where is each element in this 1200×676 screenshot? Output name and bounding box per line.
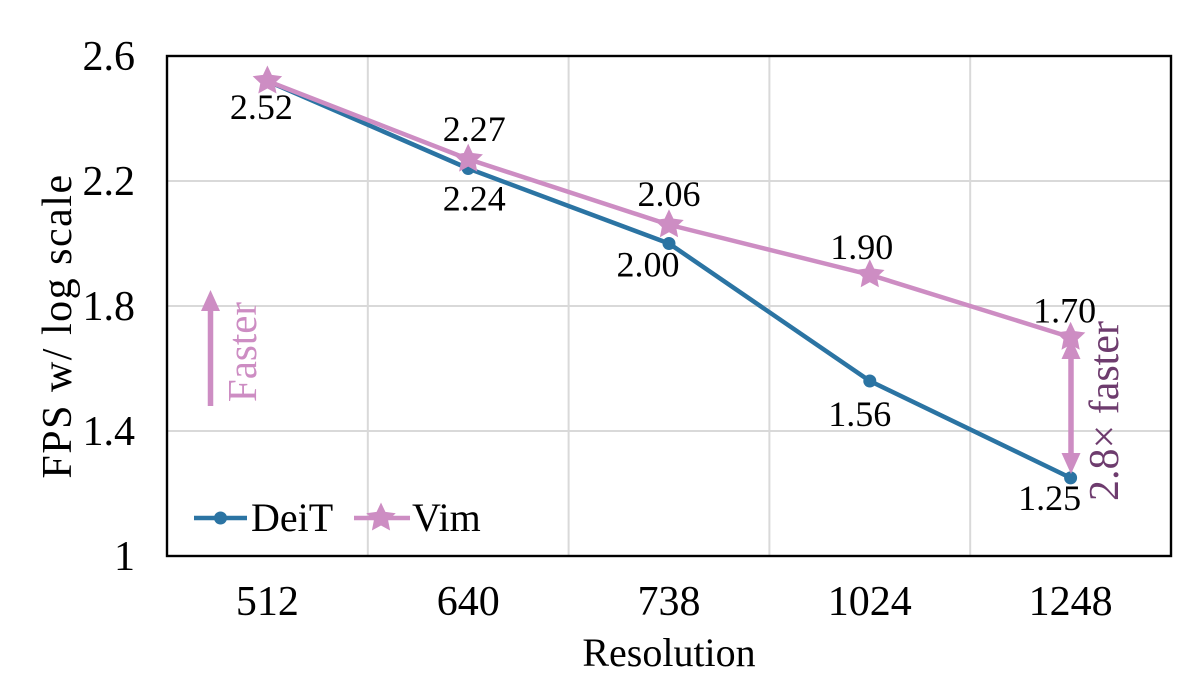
x-tick-label: 1024	[828, 579, 912, 625]
series-marker-vim	[453, 143, 483, 172]
y-tick-label: 2.2	[83, 159, 136, 205]
data-label-vim: 2.52	[230, 87, 293, 127]
series-marker-deit	[863, 374, 877, 388]
data-label-vim: 2.06	[638, 174, 701, 214]
annotation-text-speedup: 2.8× faster	[1082, 321, 1128, 501]
series-marker-vim	[1055, 321, 1086, 350]
series-marker-vim	[855, 259, 885, 288]
annotation-arrow-speedup	[1061, 338, 1081, 474]
legend-label-vim: Vim	[412, 495, 481, 540]
x-tick-label: 512	[236, 579, 299, 625]
plot-border	[165, 54, 1173, 558]
y-tick-label: 1	[114, 534, 135, 580]
legend-marker-deit	[214, 511, 227, 525]
data-label-deit: 1.56	[828, 394, 891, 434]
annotation-text-faster: Faster	[219, 302, 265, 403]
series-marker-vim	[654, 209, 684, 238]
data-label-deit: 1.25	[1018, 478, 1081, 518]
x-tick-label: 640	[437, 579, 500, 625]
y-tick-label: 1.8	[83, 284, 136, 330]
data-label-vim: 2.27	[443, 109, 506, 149]
data-label-deit: 2.24	[443, 179, 506, 219]
data-label-vim: 1.90	[830, 227, 893, 267]
series-marker-deit	[1064, 471, 1078, 485]
data-label-deit: 2.00	[617, 245, 680, 285]
legend-marker-vim	[366, 502, 396, 531]
series-marker-deit	[662, 237, 676, 250]
y-tick-label: 2.6	[83, 34, 136, 80]
legend: DeiT Vim	[194, 495, 481, 540]
x-axis-title: Resolution	[582, 630, 756, 675]
data-label-vim: 1.70	[1033, 290, 1096, 330]
y-tick-label: 1.4	[83, 409, 136, 455]
y-axis-title: FPS w/ log scale	[35, 173, 81, 479]
series-marker-vim	[252, 65, 283, 94]
x-tick-label: 1248	[1029, 579, 1113, 625]
legend-label-deit: DeiT	[251, 495, 333, 540]
annotation-arrow-faster	[201, 290, 220, 406]
x-tick-label: 738	[638, 579, 701, 625]
